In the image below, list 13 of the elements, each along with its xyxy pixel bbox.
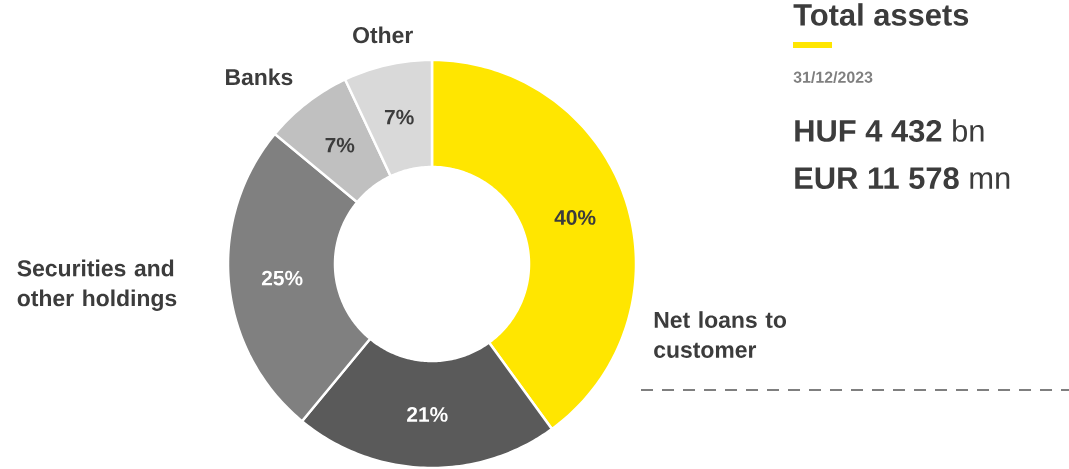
slice-label: Other (353, 26, 413, 44)
text: HUF 4 432 bn (795, 119, 984, 142)
text: 31/12/2023 (793, 71, 873, 84)
data-label: 40% (554, 210, 596, 225)
data-label: 7% (325, 137, 355, 153)
slice-label: Net loans to customer (654, 311, 787, 358)
data-label: 25% (261, 270, 303, 286)
data-label: 7% (384, 109, 414, 125)
data-label: 21% (407, 407, 448, 422)
slice-label: Securities and other holdings (17, 259, 177, 311)
text: Total assets (793, 3, 969, 26)
slice-label: Banks (226, 68, 293, 86)
text: EUR 11 578 mn (795, 167, 1010, 190)
